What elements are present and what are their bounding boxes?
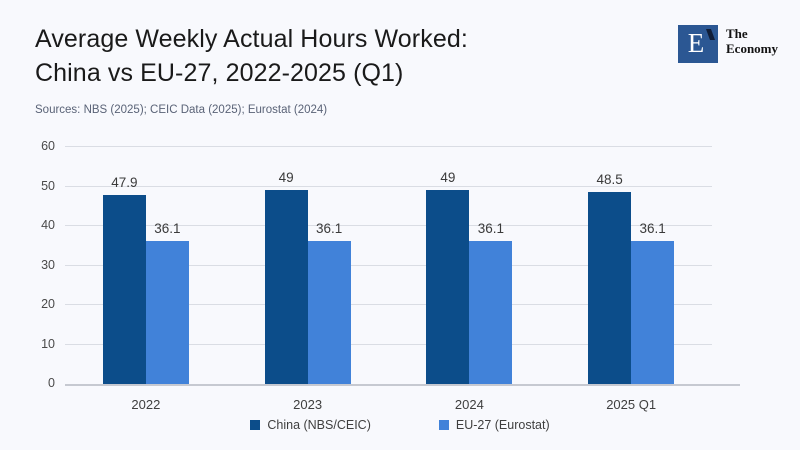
logo-square: E	[678, 25, 718, 63]
logo-text-line2: Economy	[726, 40, 778, 56]
bar-eu27-2024	[469, 241, 513, 384]
bar-eu27-2022	[145, 241, 189, 384]
x-tick-label-2022: 2022	[131, 397, 161, 412]
legend-item-eu27: EU-27 (Eurostat)	[438, 418, 550, 432]
bar-china-2022	[102, 194, 146, 384]
x-axis-line	[65, 384, 740, 386]
logo-text-line1: The	[726, 26, 748, 41]
bar-eu27-2025-q1	[631, 241, 675, 384]
bar-china-2025-q1	[588, 192, 632, 384]
gridline-y-20	[65, 304, 712, 305]
bar-china-2024	[426, 190, 470, 384]
gridline-y-60	[65, 146, 712, 147]
legend-label-eu27: EU-27 (Eurostat)	[455, 418, 550, 432]
chart-title-line2: China vs EU-27, 2022-2025 (Q1)	[35, 59, 404, 87]
gridline-y-10	[65, 343, 712, 345]
value-label-eu27-2025-q1: 36.1	[639, 221, 666, 237]
value-label-china-2024: 49	[440, 170, 456, 186]
x-tick-label-2025-q1: 2025 Q1	[606, 397, 657, 412]
x-tick-label-2024: 2024	[454, 397, 484, 412]
sources-note: Sources: NBS (2025); CEIC Data (2025); E…	[35, 104, 328, 116]
legend-item-china: China (NBS/CEIC)	[250, 418, 371, 432]
logo-tick-mark-icon	[705, 29, 715, 40]
legend-label-china: China (NBS/CEIC)	[267, 418, 371, 432]
y-tick-label-40: 40	[41, 218, 55, 232]
legend-swatch-china	[250, 420, 261, 430]
gridline-y-40	[65, 225, 712, 226]
y-tick-label-30: 30	[41, 257, 55, 272]
y-tick-label-50: 50	[41, 178, 55, 193]
value-label-china-2022: 47.9	[111, 174, 138, 190]
legend-swatch-eu27	[438, 420, 449, 430]
value-label-china-2023: 49	[278, 170, 294, 186]
chart-title-line1: Average Weekly Actual Hours Worked:	[35, 25, 468, 53]
chart-title: Average Weekly Actual Hours Worked: Chin…	[35, 22, 468, 90]
y-tick-label-60: 60	[41, 139, 55, 153]
plot-area: 47.9 36.1 2022 49 36.1 2023 49 36.1 2024 48.5 36.1…	[65, 146, 712, 412]
value-label-china-2025-q1: 48.5	[596, 172, 623, 188]
value-label-eu27-2022: 36.1	[154, 221, 181, 237]
logo-letter-e: E	[687, 27, 705, 58]
gridline-y-50	[65, 185, 712, 187]
chart-legend: China (NBS/CEIC) EU-27 (Eurostat)	[0, 418, 800, 432]
bar-eu27-2023	[307, 241, 351, 384]
value-label-eu27-2023: 36.1	[315, 221, 343, 237]
bar-china-2023	[264, 190, 308, 384]
x-tick-label-2023: 2023	[293, 397, 323, 412]
logo-wordmark: The Economy	[726, 26, 778, 56]
y-tick-label-0: 0	[48, 376, 55, 390]
value-label-eu27-2024: 36.1	[477, 221, 505, 237]
gridline-y-30	[65, 264, 712, 266]
y-tick-label-10: 10	[41, 336, 55, 351]
the-economy-logo: E The Economy	[678, 25, 778, 63]
y-tick-label-20: 20	[41, 297, 55, 311]
